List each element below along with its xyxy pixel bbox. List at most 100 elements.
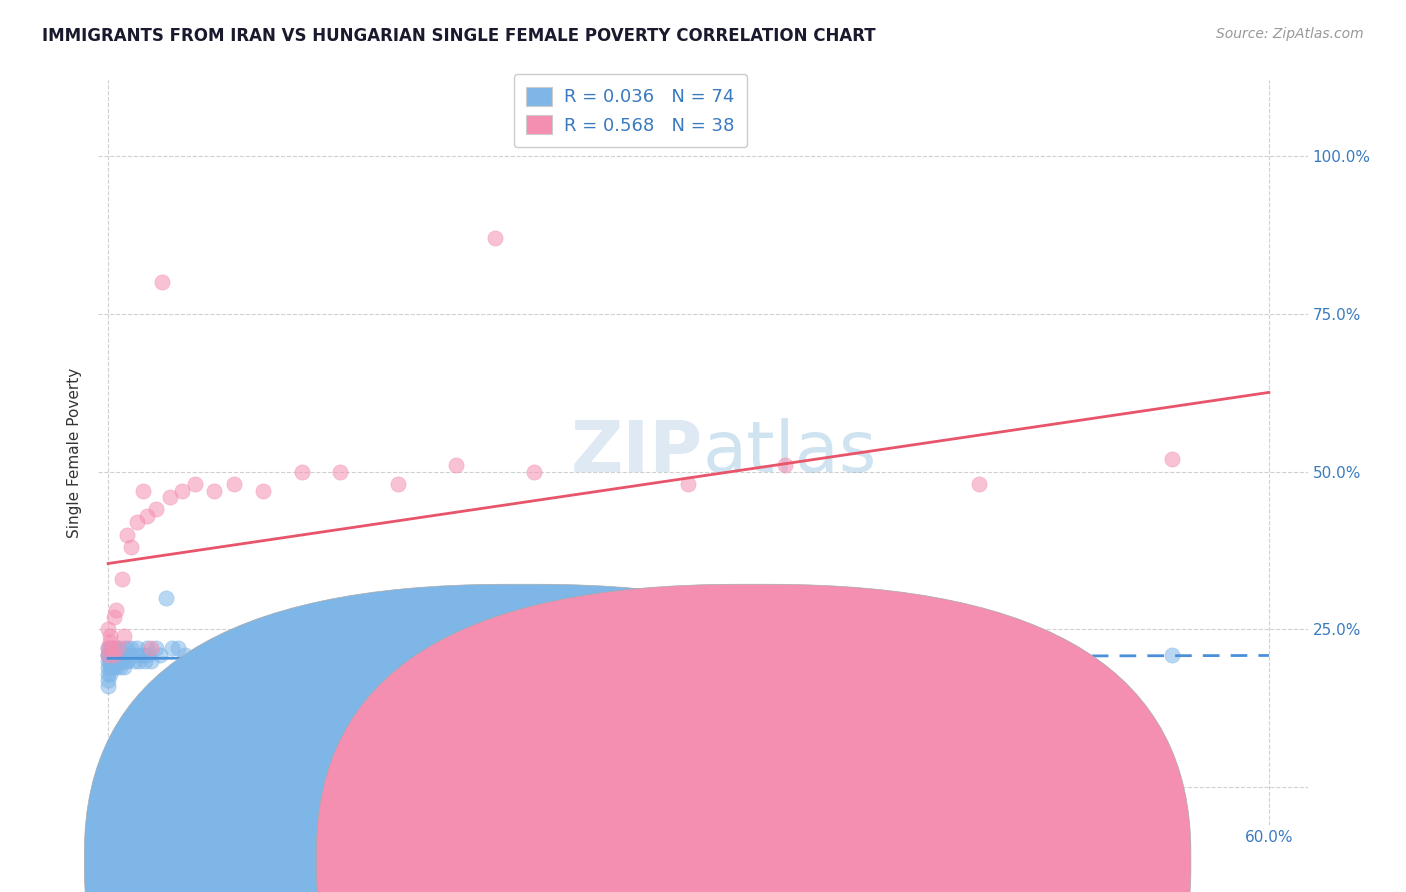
Point: [104, 603, 127, 617]
Point: [98, 666, 121, 681]
Point: [166, 641, 188, 656]
Point: [139, 641, 162, 656]
Text: IMMIGRANTS FROM IRAN VS HUNGARIAN SINGLE FEMALE POVERTY CORRELATION CHART: IMMIGRANTS FROM IRAN VS HUNGARIAN SINGLE…: [42, 27, 876, 45]
Point: [212, 641, 235, 656]
Text: Immigrants from Iran: Immigrants from Iran: [544, 854, 707, 868]
Point: [117, 527, 139, 541]
Point: [97, 654, 120, 668]
Point: [101, 654, 124, 668]
Point: [252, 648, 274, 662]
Point: [329, 465, 352, 479]
Point: [103, 648, 125, 662]
Point: [184, 477, 207, 491]
Point: [204, 483, 226, 498]
Point: [104, 654, 127, 668]
Point: [159, 490, 181, 504]
Point: [97, 648, 120, 662]
Point: [446, 458, 468, 473]
Point: [678, 477, 700, 491]
Point: [97, 648, 120, 662]
Point: [114, 654, 136, 668]
Point: [101, 648, 124, 662]
Text: atlas: atlas: [703, 418, 877, 487]
Point: [98, 629, 121, 643]
Point: [581, 685, 603, 699]
Text: Hungarians: Hungarians: [776, 854, 863, 868]
Point: [523, 641, 546, 656]
Point: [97, 623, 120, 637]
Point: [716, 641, 738, 656]
Point: [112, 641, 135, 656]
Point: [103, 654, 125, 668]
Point: [1161, 452, 1184, 467]
Legend: R = 0.036   N = 74, R = 0.568   N = 38: R = 0.036 N = 74, R = 0.568 N = 38: [513, 74, 747, 147]
Point: [97, 641, 120, 656]
Point: [139, 654, 162, 668]
Point: [107, 648, 129, 662]
Point: [174, 648, 197, 662]
Point: [910, 641, 932, 656]
Point: [97, 679, 120, 693]
Point: [107, 641, 129, 656]
Point: [97, 673, 120, 687]
Point: [832, 654, 855, 668]
Point: [120, 541, 142, 555]
Point: [194, 691, 217, 706]
Point: [329, 648, 352, 662]
Point: [98, 654, 121, 668]
Point: [135, 648, 157, 662]
Point: [1161, 648, 1184, 662]
Point: [523, 465, 546, 479]
Point: [184, 654, 207, 668]
Point: [111, 572, 134, 586]
Point: [155, 591, 177, 605]
Point: [150, 275, 173, 289]
Point: [446, 648, 468, 662]
Point: [112, 660, 135, 674]
Point: [103, 648, 125, 662]
Point: [127, 648, 149, 662]
Point: [290, 641, 312, 656]
Point: [103, 641, 125, 656]
Point: [112, 629, 135, 643]
Point: [484, 231, 506, 245]
Point: [108, 654, 131, 668]
Point: [232, 641, 254, 656]
Point: [111, 654, 134, 668]
Point: [128, 654, 150, 668]
Point: [638, 648, 661, 662]
Point: [101, 660, 124, 674]
Point: [135, 508, 157, 523]
Point: [145, 641, 167, 656]
Point: [104, 648, 127, 662]
Point: [101, 641, 124, 656]
Point: [120, 648, 142, 662]
Point: [97, 666, 120, 681]
Point: [170, 483, 193, 498]
Point: [149, 648, 172, 662]
Point: [97, 648, 120, 662]
Point: [134, 654, 156, 668]
Point: [967, 477, 990, 491]
Point: [271, 654, 294, 668]
Point: [97, 660, 120, 674]
Point: [160, 641, 183, 656]
Point: [104, 660, 127, 674]
Point: [117, 641, 139, 656]
Point: [271, 641, 294, 656]
Point: [98, 635, 121, 649]
Point: [111, 648, 134, 662]
Point: [117, 648, 139, 662]
Point: [135, 641, 157, 656]
Point: [108, 660, 131, 674]
Point: [387, 477, 409, 491]
Point: [107, 641, 129, 656]
Point: [117, 654, 139, 668]
Point: [145, 502, 167, 516]
Point: [98, 648, 121, 662]
Text: Source: ZipAtlas.com: Source: ZipAtlas.com: [1216, 27, 1364, 41]
Point: [127, 641, 149, 656]
Point: [101, 648, 124, 662]
Point: [107, 654, 129, 668]
Point: [290, 465, 312, 479]
